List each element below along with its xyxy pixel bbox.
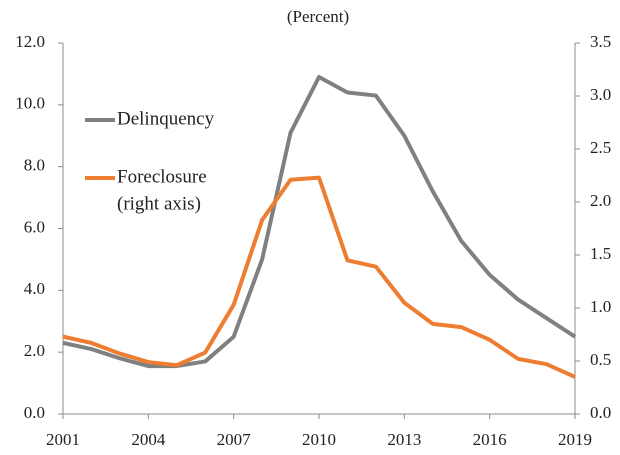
y-tick-label: 0.0 — [24, 403, 45, 422]
x-tick-label: 2019 — [558, 430, 592, 449]
y2-tick-label: 3.5 — [590, 32, 611, 51]
legend: Delinquency Foreclosure (right axis) — [85, 108, 215, 214]
x-tick-label: 2007 — [217, 430, 252, 449]
y-tick-label: 10.0 — [15, 94, 45, 113]
series-line — [62, 75, 577, 369]
y2-tick-label: 2.0 — [590, 191, 611, 210]
y2-tick-label: 0.0 — [590, 403, 611, 422]
legend-note: (right axis) — [117, 193, 201, 214]
x-tick-label: 2016 — [473, 430, 507, 449]
legend-label: Delinquency — [117, 108, 215, 129]
y-tick-label: 4.0 — [24, 279, 45, 298]
x-tick-label: 2010 — [302, 430, 336, 449]
legend-label: Foreclosure — [117, 166, 207, 187]
y-tick-label: 12.0 — [15, 32, 45, 51]
x-tick-label: 2001 — [46, 430, 80, 449]
y2-tick-label: 0.5 — [590, 350, 611, 369]
y2-tick-label: 2.5 — [590, 138, 611, 157]
y-tick-label: 6.0 — [24, 217, 45, 236]
series-line — [62, 175, 576, 379]
x-tick-label: 2013 — [387, 430, 421, 449]
y2-tick-label: 3.0 — [590, 85, 611, 104]
chart-title: (Percent) — [287, 7, 349, 26]
y-tick-label: 8.0 — [24, 156, 45, 175]
x-tick-label: 2004 — [131, 430, 166, 449]
y2-tick-label: 1.0 — [590, 297, 611, 316]
y2-tick-label: 1.5 — [590, 244, 611, 263]
y-tick-label: 2.0 — [24, 341, 45, 360]
